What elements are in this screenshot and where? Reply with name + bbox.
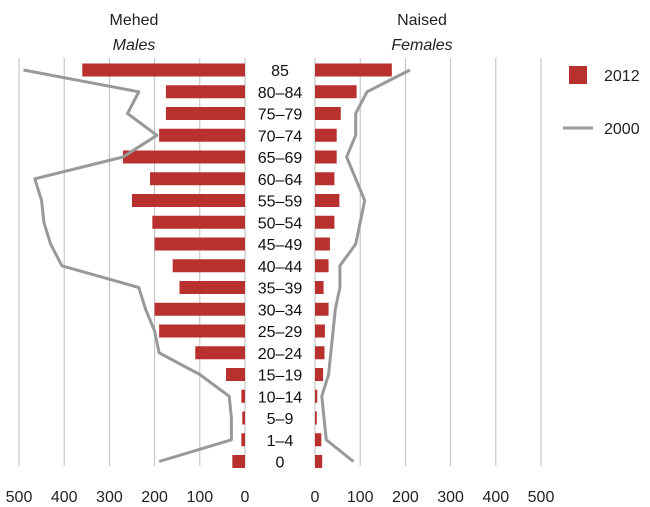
right-x-tick-label: 200 — [392, 489, 419, 506]
female-bar — [315, 107, 341, 120]
right-x-tick-label: 400 — [482, 489, 509, 506]
age-group-label: 80–84 — [258, 85, 303, 102]
right-x-tick-label: 500 — [528, 489, 555, 506]
age-group-label: 35–39 — [258, 281, 303, 298]
male-2000-line — [23, 68, 233, 463]
left-x-tick-label: 300 — [96, 489, 123, 506]
male-bar — [159, 324, 245, 338]
left-panel-subtitle: Males — [113, 37, 156, 54]
male-bar — [82, 63, 245, 77]
female-bar — [315, 194, 340, 207]
age-group-label: 10–14 — [258, 389, 303, 406]
age-group-label: 70–74 — [258, 128, 303, 145]
right-panel-subtitle: Females — [391, 37, 452, 54]
male-bar — [165, 107, 245, 120]
female-bar — [315, 85, 357, 99]
male-bar — [165, 85, 245, 99]
age-group-label: 50–54 — [258, 215, 303, 232]
age-group-label: 20–24 — [258, 346, 303, 363]
left-x-tick-label: 500 — [6, 489, 33, 506]
male-bar — [226, 368, 245, 381]
left-x-axis-ticks: 0 100 200 300 400 500 — [6, 489, 250, 506]
left-x-tick-label: 200 — [141, 489, 168, 506]
age-group-label: 45–49 — [258, 237, 303, 254]
male-bar — [241, 389, 245, 403]
age-group-labels: 85 80–84 75–79 70–74 65–69 60–64 55–59 50–54 45–… — [258, 63, 303, 472]
age-group-label: 30–34 — [258, 302, 303, 319]
right-grid — [314, 58, 542, 466]
age-group-label: 25–29 — [258, 324, 303, 341]
male-bar — [150, 172, 245, 186]
legend-2012-label: 2012 — [604, 68, 640, 85]
right-x-tick-label: 100 — [347, 489, 374, 506]
female-bar — [315, 346, 325, 360]
age-group-label: 5–9 — [267, 411, 294, 428]
age-group-label: 15–19 — [258, 368, 303, 385]
age-group-label: 85 — [271, 63, 289, 80]
female-bar — [315, 281, 324, 294]
female-bar — [315, 411, 317, 425]
female-bar — [315, 172, 335, 186]
male-bar — [242, 411, 245, 425]
age-group-label: 60–64 — [258, 172, 303, 189]
male-bar — [195, 346, 245, 360]
male-bar — [179, 281, 245, 294]
female-2000-line — [320, 68, 411, 463]
male-bar — [154, 237, 245, 251]
male-bar — [232, 455, 245, 468]
male-bar — [241, 433, 245, 447]
male-bar — [122, 150, 245, 164]
female-bar — [315, 368, 324, 381]
female-bar — [315, 215, 335, 229]
female-bar — [315, 63, 392, 77]
right-panel-title: Naised — [397, 12, 447, 29]
age-group-label: 1–4 — [267, 433, 294, 450]
female-bar — [315, 302, 329, 316]
male-bar — [159, 128, 245, 142]
right-x-tick-label: 0 — [311, 489, 320, 506]
age-group-label: 40–44 — [258, 259, 303, 276]
male-bar — [172, 259, 245, 273]
male-bar — [154, 302, 245, 316]
male-bar — [152, 215, 245, 229]
legend-2000-label: 2000 — [604, 121, 640, 138]
female-bar — [315, 237, 330, 251]
left-x-tick-label: 400 — [51, 489, 78, 506]
legend-2012-swatch — [569, 66, 587, 84]
age-group-label: 55–59 — [258, 194, 303, 211]
age-group-label: 65–69 — [258, 150, 303, 167]
legend: 2012 2000 — [563, 66, 640, 138]
female-bar — [315, 259, 329, 273]
right-x-tick-label: 300 — [437, 489, 464, 506]
left-panel-title: Mehed — [110, 12, 159, 29]
left-x-tick-label: 0 — [241, 489, 250, 506]
female-2012-bars — [315, 63, 392, 468]
female-bar — [315, 389, 318, 403]
right-x-axis-ticks: 0 100 200 300 400 500 — [311, 489, 555, 506]
left-x-tick-label: 100 — [186, 489, 213, 506]
female-bar — [315, 324, 325, 338]
female-bar — [315, 455, 323, 468]
age-group-label: 0 — [276, 455, 285, 472]
male-2012-bars — [82, 63, 245, 468]
female-bar — [315, 150, 337, 164]
female-bar — [315, 433, 322, 447]
female-bar — [315, 128, 337, 142]
male-bar — [132, 194, 245, 207]
age-group-label: 75–79 — [258, 107, 303, 124]
